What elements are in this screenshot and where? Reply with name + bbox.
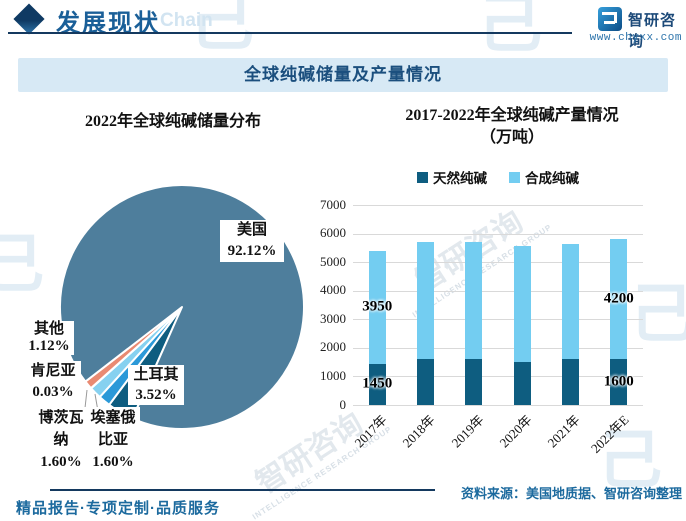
bar-segment-天然纯碱-2017年 — [368, 363, 386, 405]
y-axis-tick: 7000 — [320, 196, 346, 212]
pie-label-usa: 美国 92.12% — [220, 220, 284, 262]
gridline — [353, 205, 643, 206]
gridline — [353, 290, 643, 292]
gridline — [353, 262, 643, 264]
bar-segment-合成纯碱-2018年 — [417, 242, 434, 360]
y-axis-tick: 6000 — [320, 225, 346, 241]
pie-label-other-pct: 1.12% — [28, 338, 70, 354]
banner-title: 全球纯碱储量及产量情况 — [18, 58, 668, 92]
pie-label-other: 其他 1.12% — [24, 321, 74, 355]
bar-segment-天然纯碱-2022年E — [610, 359, 628, 405]
bar-chart-title-line2: （万吨） — [479, 129, 544, 146]
y-axis-tick: 5000 — [320, 253, 346, 269]
pie-chart-title: 2022年全球纯碱储量分布 — [84, 113, 261, 130]
bar-legend: 天然纯碱 合成纯碱 — [352, 167, 644, 187]
bar-value-label: 1450 — [362, 375, 393, 392]
data-source: 资料来源：美国地质据、智研咨询整理 — [460, 486, 682, 501]
bar-segment-合成纯碱-2019年 — [465, 242, 483, 360]
bar-segment-合成纯碱-2021年 — [562, 243, 579, 360]
header-divider — [8, 32, 572, 34]
legend-item-natural: 天然纯碱 — [417, 167, 487, 187]
bar-segment-天然纯碱-2019年 — [465, 359, 483, 405]
legend-label-synthetic: 合成纯碱 — [525, 171, 579, 186]
footer-divider — [50, 489, 435, 491]
bar-segment-合成纯碱-2020年 — [513, 246, 531, 363]
y-axis-tick: 4000 — [320, 282, 346, 298]
bar-segment-合成纯碱-2017年 — [368, 250, 386, 364]
pie-label-usa-pct: 92.12% — [227, 243, 277, 259]
zhiyan-logo-icon — [598, 7, 622, 31]
bar-value-label: 4200 — [603, 290, 634, 307]
y-axis-tick: 2000 — [320, 339, 346, 355]
bar-value-label: 3950 — [362, 298, 393, 315]
brand-name: 智研咨询 — [628, 12, 677, 50]
pie-label-botswana: 博茨瓦纳 1.60% — [34, 407, 88, 473]
pie-label-kenya-pct: 0.03% — [32, 384, 74, 400]
bar-chart-title-line1: 2017-2022年全球纯碱产量情况 — [405, 107, 619, 124]
bar-segment-天然纯碱-2021年 — [562, 359, 579, 405]
gridline — [353, 347, 643, 349]
gridline — [353, 376, 643, 378]
pie-label-ethiopia-pct: 1.60% — [92, 454, 134, 470]
pie-label-ethiopia-name: 埃塞俄比亚 — [90, 410, 136, 448]
legend-swatch-natural — [417, 171, 428, 183]
y-axis-tick: 0 — [339, 396, 347, 412]
y-axis-tick: 1000 — [320, 367, 346, 383]
bar-segment-天然纯碱-2020年 — [513, 362, 531, 405]
gridline — [353, 233, 643, 235]
bar-value-label: 1600 — [603, 373, 634, 390]
pie-label-kenya-name: 肯尼亚 — [30, 363, 76, 379]
pie-label-usa-name: 美国 — [236, 222, 267, 238]
legend-item-synthetic: 合成纯碱 — [509, 167, 579, 187]
legend-label-natural: 天然纯碱 — [433, 171, 487, 186]
y-axis-tick: 3000 — [320, 310, 346, 326]
website-url: www.chyxx.com — [589, 32, 682, 44]
footer-tagline: 精品报告·专项定制·品质服务 — [16, 500, 220, 517]
pie-label-botswana-name: 博茨瓦纳 — [38, 410, 84, 448]
gridline — [353, 405, 643, 406]
pie-label-turkey-name: 土耳其 — [133, 367, 179, 383]
pie-label-turkey: 土耳其 3.52% — [128, 365, 184, 405]
header-chain-watermark: Chain — [160, 10, 213, 31]
gridline — [353, 319, 643, 321]
pie-label-ethiopia: 埃塞俄比亚 1.60% — [86, 407, 140, 473]
bar-segment-合成纯碱-2022年E — [610, 239, 628, 360]
bar-chart-title: 2017-2022年全球纯碱产量情况 （万吨） — [346, 105, 678, 149]
pie-label-kenya: 肯尼亚 0.03% — [25, 361, 81, 403]
pie-label-botswana-pct: 1.60% — [40, 454, 82, 470]
pie-label-other-name: 其他 — [33, 321, 64, 337]
legend-swatch-synthetic — [509, 171, 520, 183]
bar-segment-天然纯碱-2018年 — [417, 359, 434, 405]
pie-label-turkey-pct: 3.52% — [135, 387, 177, 403]
